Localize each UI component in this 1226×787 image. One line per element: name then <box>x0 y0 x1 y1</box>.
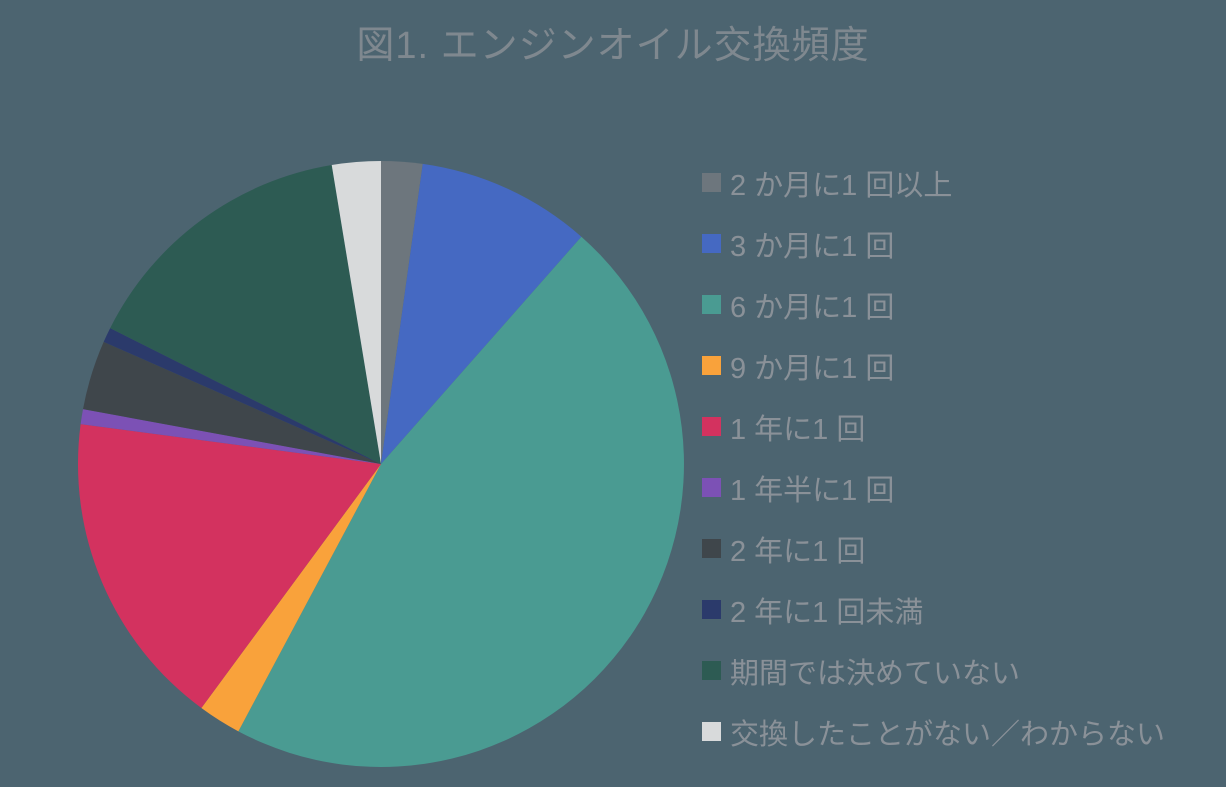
legend-swatch-icon <box>702 539 721 558</box>
legend-swatch-icon <box>702 234 721 253</box>
legend-label: 交換したことがない／わからない <box>730 718 1166 751</box>
legend: 2 か月に1 回以上 3 か月に1 回 6 か月に1 回 9 か月に1 回 1 年に1 … <box>702 163 1165 751</box>
legend-label: 2 か月に1 回以上 <box>730 169 953 202</box>
legend-label: 3 か月に1 回 <box>730 230 895 263</box>
pie-slice-6 <box>83 341 381 464</box>
legend-item-1: 3 か月に1 回 <box>702 224 1165 263</box>
legend-item-7: 2 年に1 回未満 <box>702 590 1165 629</box>
legend-label: 9 か月に1 回 <box>730 352 895 385</box>
legend-item-9: 交換したことがない／わからない <box>702 712 1165 751</box>
legend-label: 2 年に1 回未満 <box>730 596 924 629</box>
legend-label: 期間では決めていない <box>730 657 1021 690</box>
pie-slice-3 <box>201 464 381 732</box>
legend-item-3: 9 か月に1 回 <box>702 346 1165 385</box>
legend-item-4: 1 年に1 回 <box>702 407 1165 446</box>
legend-swatch-icon <box>702 478 721 497</box>
pie-slice-4 <box>77 424 381 709</box>
legend-swatch-icon <box>702 417 721 436</box>
legend-label: 6 か月に1 回 <box>730 291 895 324</box>
legend-item-8: 期間では決めていない <box>702 651 1165 690</box>
chart-title: 図1. エンジンオイル交換頻度 <box>356 25 870 67</box>
legend-label: 2 年に1 回 <box>730 535 866 568</box>
legend-item-2: 6 か月に1 回 <box>702 285 1165 324</box>
pie-slice-2 <box>238 236 684 767</box>
pie-slice-1 <box>381 163 582 464</box>
pie-slice-0 <box>381 161 423 464</box>
pie-slice-9 <box>331 161 381 464</box>
legend-swatch-icon <box>702 722 721 741</box>
pie-slice-8 <box>110 165 382 464</box>
legend-item-0: 2 か月に1 回以上 <box>702 163 1165 202</box>
legend-label: 1 年に1 回 <box>730 413 866 446</box>
pie-chart <box>77 161 684 767</box>
legend-item-6: 2 年に1 回 <box>702 529 1165 568</box>
legend-swatch-icon <box>702 356 721 375</box>
pie-slice-5 <box>80 409 381 464</box>
legend-swatch-icon <box>702 600 721 619</box>
legend-swatch-icon <box>702 661 721 680</box>
legend-item-5: 1 年半に1 回 <box>702 468 1165 507</box>
legend-label: 1 年半に1 回 <box>730 474 895 507</box>
legend-swatch-icon <box>702 173 721 192</box>
legend-swatch-icon <box>702 295 721 314</box>
pie-slice-7 <box>103 328 382 464</box>
